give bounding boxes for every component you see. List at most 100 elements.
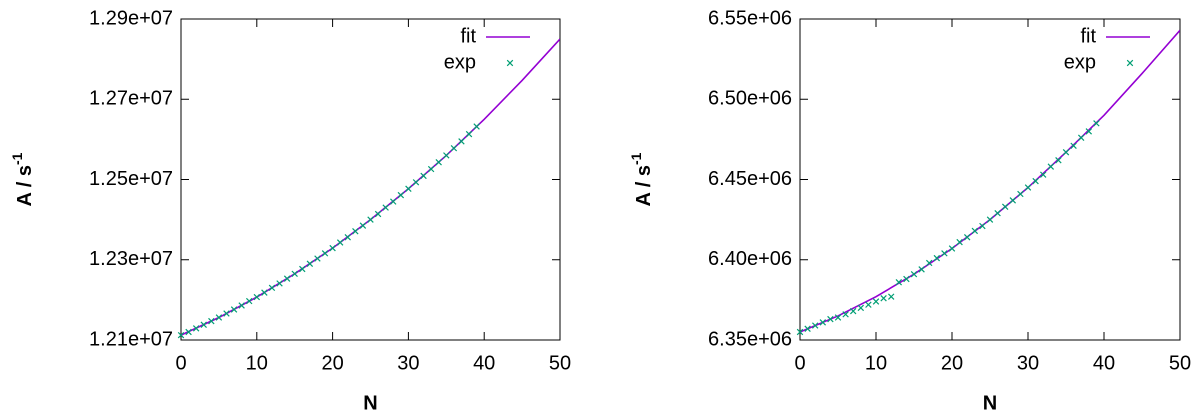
- legend-marker: [506, 59, 514, 67]
- data-point: [1017, 190, 1024, 198]
- data-point: [352, 228, 359, 235]
- data-point: [458, 138, 465, 145]
- data-point: [1077, 134, 1085, 141]
- data-point: [1093, 120, 1100, 127]
- data-point: [359, 222, 367, 229]
- y-tick-label: 1.25e+07: [89, 168, 173, 190]
- data-point: [910, 270, 918, 278]
- data-point: [834, 314, 842, 321]
- data-point: [397, 191, 405, 199]
- data-point: [465, 130, 473, 138]
- data-point: [925, 259, 933, 267]
- y-axis-label-text: A / s: [14, 165, 36, 207]
- data-point: [979, 222, 986, 230]
- data-point: [261, 289, 268, 296]
- data-point: [291, 270, 298, 278]
- data-point: [299, 265, 306, 273]
- data-point: [268, 284, 276, 292]
- x-tick-label: 10: [246, 352, 268, 374]
- y-tick-label: 6.35e+06: [708, 328, 792, 350]
- x-tick-label: 50: [549, 352, 571, 374]
- x-tick-label: 30: [1017, 352, 1039, 374]
- data-point: [880, 295, 887, 302]
- x-axis-label: N: [363, 392, 377, 414]
- data-point: [827, 315, 834, 323]
- data-point: [382, 204, 389, 211]
- data-point: [283, 275, 291, 282]
- data-point: [948, 245, 956, 252]
- y-tick-label: 1.23e+07: [89, 248, 173, 270]
- legend-marker: [1126, 59, 1134, 67]
- data-point: [238, 302, 245, 309]
- data-point: [811, 322, 819, 329]
- x-tick-label: 20: [941, 352, 963, 374]
- data-point: [329, 244, 336, 252]
- x-axis-label: N: [983, 392, 997, 414]
- y-tick-label: 1.21e+07: [89, 328, 173, 350]
- data-point: [200, 321, 207, 328]
- data-point: [192, 325, 200, 332]
- data-point: [443, 152, 450, 159]
- data-point: [1024, 184, 1032, 191]
- data-point: [306, 260, 314, 267]
- data-point: [849, 307, 857, 315]
- data-point: [390, 198, 397, 205]
- data-point: [971, 227, 979, 235]
- data-point: [321, 250, 329, 257]
- data-point: [1032, 177, 1039, 185]
- x-tick-label: 50: [1169, 352, 1191, 374]
- x-tick-label: 20: [321, 352, 343, 374]
- data-point: [1001, 203, 1009, 211]
- data-point: [473, 123, 480, 130]
- data-point: [796, 328, 804, 336]
- data-point: [185, 328, 192, 336]
- y-axis-label: A / s-1: [9, 152, 37, 206]
- data-point: [223, 310, 230, 317]
- data-point: [986, 216, 994, 223]
- subplot: 6.35e+06 6.40e+06 6.45e+06 6.50e+06 6.55e+06…: [628, 7, 1191, 414]
- data-point: [887, 293, 895, 300]
- data-point: [374, 210, 382, 218]
- data-point: [872, 298, 880, 305]
- x-tick-label: 40: [1093, 352, 1115, 374]
- data-point: [1039, 171, 1047, 178]
- plot-frame: [180, 18, 561, 341]
- y-tick-label: 6.40e+06: [708, 248, 792, 270]
- data-point: [857, 304, 865, 312]
- y-axis-label-sup: -1: [628, 152, 644, 165]
- data-point: [245, 297, 253, 305]
- data-point: [450, 144, 458, 152]
- data-point: [895, 278, 903, 286]
- data-point: [804, 325, 811, 332]
- y-tick-label: 6.50e+06: [708, 88, 792, 110]
- subplot: 1.21e+07 1.23e+07 1.25e+07 1.27e+07 1.29e+07…: [9, 7, 571, 414]
- data-point: [276, 280, 283, 287]
- x-tick-label: 40: [473, 352, 495, 374]
- legend-label: exp: [1064, 51, 1096, 73]
- data-point: [405, 185, 412, 192]
- fit-line: [800, 29, 1180, 333]
- data-point: [367, 216, 374, 223]
- data-point: [314, 255, 321, 262]
- data-point: [956, 238, 963, 246]
- data-point: [230, 306, 238, 313]
- y-tick-label: 1.27e+07: [89, 88, 173, 110]
- y-tick-label: 6.45e+06: [708, 168, 792, 190]
- y-tick-label: 1.29e+07: [89, 7, 173, 29]
- data-point: [177, 331, 185, 339]
- legend-label: exp: [444, 51, 476, 73]
- data-point: [1009, 197, 1017, 204]
- data-point: [933, 254, 941, 262]
- y-axis-label-text: A / s: [633, 165, 655, 207]
- data-point: [412, 179, 420, 186]
- legend-label: fit: [1080, 25, 1096, 47]
- data-point: [208, 317, 215, 325]
- data-point: [819, 319, 827, 326]
- data-point: [1070, 142, 1077, 150]
- data-point: [842, 311, 849, 318]
- data-point: [253, 293, 261, 301]
- data-point: [427, 165, 435, 173]
- data-point: [1047, 163, 1055, 170]
